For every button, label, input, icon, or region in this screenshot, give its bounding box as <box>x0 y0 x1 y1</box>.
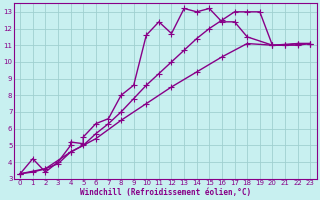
X-axis label: Windchill (Refroidissement éolien,°C): Windchill (Refroidissement éolien,°C) <box>80 188 251 197</box>
